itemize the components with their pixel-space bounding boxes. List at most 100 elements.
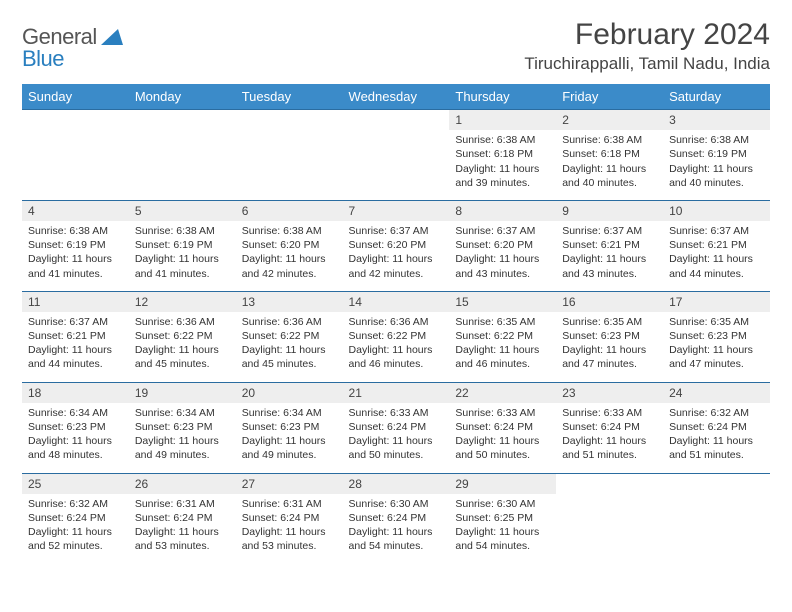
day-detail-cell	[663, 494, 770, 566]
day-detail-cell: Sunrise: 6:33 AMSunset: 6:24 PMDaylight:…	[556, 403, 663, 473]
daylight-line: Daylight: 11 hours and 44 minutes.	[28, 343, 123, 371]
sunset-line: Sunset: 6:22 PM	[349, 329, 444, 343]
sunrise-line: Sunrise: 6:30 AM	[455, 497, 550, 511]
day-number-cell	[129, 110, 236, 131]
sunrise-line: Sunrise: 6:33 AM	[455, 406, 550, 420]
day-number-cell: 28	[343, 473, 450, 494]
daylight-line: Daylight: 11 hours and 47 minutes.	[562, 343, 657, 371]
day-detail-cell	[236, 130, 343, 200]
day-detail-cell: Sunrise: 6:37 AMSunset: 6:20 PMDaylight:…	[449, 221, 556, 291]
weekday-header: Thursday	[449, 84, 556, 110]
day-detail-cell	[556, 494, 663, 566]
header: General February 2024 Tiruchirappalli, T…	[22, 18, 770, 74]
daynum-row: 2526272829	[22, 473, 770, 494]
day-detail-cell: Sunrise: 6:30 AMSunset: 6:24 PMDaylight:…	[343, 494, 450, 566]
detail-row: Sunrise: 6:32 AMSunset: 6:24 PMDaylight:…	[22, 494, 770, 566]
sunrise-line: Sunrise: 6:38 AM	[135, 224, 230, 238]
day-detail-cell: Sunrise: 6:37 AMSunset: 6:21 PMDaylight:…	[22, 312, 129, 382]
daylight-line: Daylight: 11 hours and 40 minutes.	[669, 162, 764, 190]
sunrise-line: Sunrise: 6:38 AM	[669, 133, 764, 147]
day-detail-cell	[129, 130, 236, 200]
detail-row: Sunrise: 6:34 AMSunset: 6:23 PMDaylight:…	[22, 403, 770, 473]
day-number-cell: 3	[663, 110, 770, 131]
daylight-line: Daylight: 11 hours and 50 minutes.	[349, 434, 444, 462]
daylight-line: Daylight: 11 hours and 49 minutes.	[135, 434, 230, 462]
day-number-cell: 16	[556, 291, 663, 312]
weekday-header: Friday	[556, 84, 663, 110]
sunset-line: Sunset: 6:22 PM	[455, 329, 550, 343]
day-number-cell: 17	[663, 291, 770, 312]
logo-text-blue: Blue	[22, 46, 64, 71]
day-number-cell: 19	[129, 382, 236, 403]
sunset-line: Sunset: 6:18 PM	[455, 147, 550, 161]
weekday-header: Wednesday	[343, 84, 450, 110]
day-detail-cell: Sunrise: 6:32 AMSunset: 6:24 PMDaylight:…	[22, 494, 129, 566]
sunrise-line: Sunrise: 6:37 AM	[349, 224, 444, 238]
daylight-line: Daylight: 11 hours and 46 minutes.	[455, 343, 550, 371]
day-detail-cell: Sunrise: 6:36 AMSunset: 6:22 PMDaylight:…	[343, 312, 450, 382]
day-number-cell: 27	[236, 473, 343, 494]
day-detail-cell: Sunrise: 6:31 AMSunset: 6:24 PMDaylight:…	[129, 494, 236, 566]
day-detail-cell: Sunrise: 6:37 AMSunset: 6:20 PMDaylight:…	[343, 221, 450, 291]
sunrise-line: Sunrise: 6:30 AM	[349, 497, 444, 511]
daylight-line: Daylight: 11 hours and 39 minutes.	[455, 162, 550, 190]
day-number-cell	[343, 110, 450, 131]
day-detail-cell: Sunrise: 6:36 AMSunset: 6:22 PMDaylight:…	[129, 312, 236, 382]
sunrise-line: Sunrise: 6:36 AM	[349, 315, 444, 329]
sunrise-line: Sunrise: 6:31 AM	[135, 497, 230, 511]
sunrise-line: Sunrise: 6:38 AM	[28, 224, 123, 238]
sunset-line: Sunset: 6:23 PM	[562, 329, 657, 343]
day-detail-cell: Sunrise: 6:36 AMSunset: 6:22 PMDaylight:…	[236, 312, 343, 382]
weekday-header-row: Sunday Monday Tuesday Wednesday Thursday…	[22, 84, 770, 110]
day-detail-cell: Sunrise: 6:30 AMSunset: 6:25 PMDaylight:…	[449, 494, 556, 566]
day-number-cell: 18	[22, 382, 129, 403]
daylight-line: Daylight: 11 hours and 50 minutes.	[455, 434, 550, 462]
sunset-line: Sunset: 6:24 PM	[349, 420, 444, 434]
daylight-line: Daylight: 11 hours and 47 minutes.	[669, 343, 764, 371]
sunrise-line: Sunrise: 6:36 AM	[242, 315, 337, 329]
day-number-cell: 21	[343, 382, 450, 403]
sunset-line: Sunset: 6:24 PM	[455, 420, 550, 434]
sunrise-line: Sunrise: 6:33 AM	[562, 406, 657, 420]
sunset-line: Sunset: 6:20 PM	[455, 238, 550, 252]
day-detail-cell: Sunrise: 6:35 AMSunset: 6:23 PMDaylight:…	[556, 312, 663, 382]
day-number-cell: 11	[22, 291, 129, 312]
detail-row: Sunrise: 6:38 AMSunset: 6:18 PMDaylight:…	[22, 130, 770, 200]
sunrise-line: Sunrise: 6:31 AM	[242, 497, 337, 511]
daynum-row: 45678910	[22, 200, 770, 221]
daynum-row: 18192021222324	[22, 382, 770, 403]
sunset-line: Sunset: 6:24 PM	[669, 420, 764, 434]
daylight-line: Daylight: 11 hours and 51 minutes.	[562, 434, 657, 462]
day-number-cell: 1	[449, 110, 556, 131]
daylight-line: Daylight: 11 hours and 43 minutes.	[455, 252, 550, 280]
sunrise-line: Sunrise: 6:37 AM	[28, 315, 123, 329]
day-number-cell	[22, 110, 129, 131]
sunrise-line: Sunrise: 6:34 AM	[135, 406, 230, 420]
sunset-line: Sunset: 6:20 PM	[349, 238, 444, 252]
daylight-line: Daylight: 11 hours and 42 minutes.	[242, 252, 337, 280]
sunrise-line: Sunrise: 6:35 AM	[455, 315, 550, 329]
daylight-line: Daylight: 11 hours and 53 minutes.	[135, 525, 230, 553]
day-number-cell: 22	[449, 382, 556, 403]
location-subtitle: Tiruchirappalli, Tamil Nadu, India	[524, 54, 770, 74]
sunset-line: Sunset: 6:23 PM	[242, 420, 337, 434]
daylight-line: Daylight: 11 hours and 44 minutes.	[669, 252, 764, 280]
day-number-cell: 20	[236, 382, 343, 403]
daylight-line: Daylight: 11 hours and 45 minutes.	[135, 343, 230, 371]
day-detail-cell: Sunrise: 6:32 AMSunset: 6:24 PMDaylight:…	[663, 403, 770, 473]
sunrise-line: Sunrise: 6:34 AM	[28, 406, 123, 420]
day-number-cell: 7	[343, 200, 450, 221]
daylight-line: Daylight: 11 hours and 53 minutes.	[242, 525, 337, 553]
day-number-cell: 12	[129, 291, 236, 312]
day-detail-cell: Sunrise: 6:38 AMSunset: 6:19 PMDaylight:…	[663, 130, 770, 200]
day-number-cell: 13	[236, 291, 343, 312]
day-detail-cell: Sunrise: 6:38 AMSunset: 6:18 PMDaylight:…	[449, 130, 556, 200]
sunset-line: Sunset: 6:19 PM	[135, 238, 230, 252]
sunrise-line: Sunrise: 6:34 AM	[242, 406, 337, 420]
sunrise-line: Sunrise: 6:37 AM	[455, 224, 550, 238]
daylight-line: Daylight: 11 hours and 41 minutes.	[28, 252, 123, 280]
day-detail-cell: Sunrise: 6:38 AMSunset: 6:19 PMDaylight:…	[22, 221, 129, 291]
sunset-line: Sunset: 6:22 PM	[242, 329, 337, 343]
daylight-line: Daylight: 11 hours and 45 minutes.	[242, 343, 337, 371]
day-number-cell: 2	[556, 110, 663, 131]
